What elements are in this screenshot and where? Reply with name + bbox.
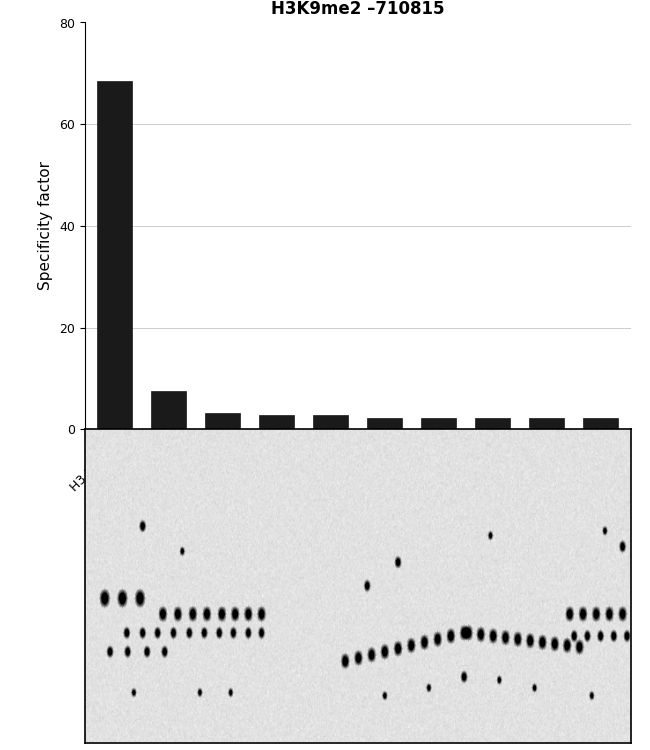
Bar (583, 419, 618, 430)
Bar (367, 419, 402, 430)
Bar (205, 413, 240, 430)
Bar (529, 419, 564, 430)
Bar (421, 419, 456, 430)
Bar (475, 419, 510, 430)
Y-axis label: Specificity factor: Specificity factor (38, 161, 53, 290)
Bar (259, 416, 294, 430)
Title: Specificity Analysis (Multiple Peptide Average)
H3K9me2 –710815: Specificity Analysis (Multiple Peptide A… (138, 0, 577, 18)
X-axis label: Modification: Modification (311, 503, 404, 518)
Bar (313, 416, 348, 430)
Bar (97, 81, 132, 430)
Bar (151, 392, 186, 430)
